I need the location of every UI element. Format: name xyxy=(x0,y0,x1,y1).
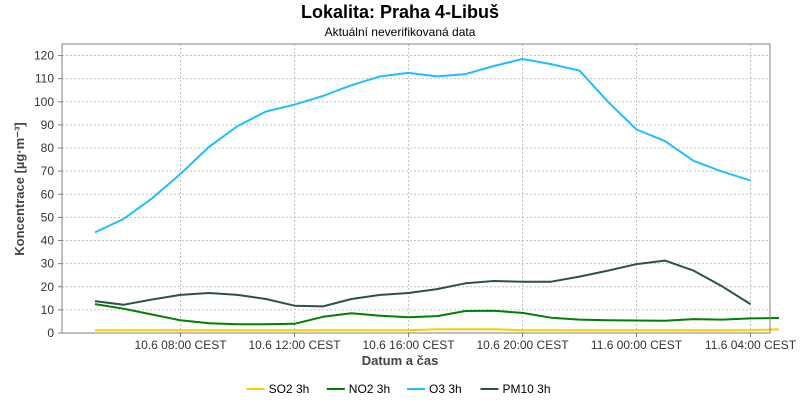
chart-subtitle: Aktuální neverifikovaná data xyxy=(325,25,476,39)
series-line-no2-3h xyxy=(94,303,780,326)
y-tick-label: 10 xyxy=(41,303,55,317)
y-tick-label: 100 xyxy=(34,95,54,109)
x-axis-ticks: 10.6 08:00 CEST 10.6 12:00 CEST 10.6 16:00… xyxy=(134,333,797,352)
legend-label-so2-3h: SO2 3h xyxy=(269,382,310,396)
series-line-so2-3h xyxy=(95,328,780,332)
y-tick-label: 0 xyxy=(47,326,54,340)
y-tick-label: 40 xyxy=(41,234,55,248)
y-tick-label: 30 xyxy=(41,257,55,271)
x-axis-label: Datum a čas xyxy=(362,353,439,368)
y-tick-label: 120 xyxy=(34,49,54,63)
legend-label-o3-3h: O3 3h xyxy=(429,382,462,396)
legend-label-no2-3h: NO2 3h xyxy=(349,382,390,396)
x-tick-label: 11.6 00:00 CEST xyxy=(591,338,683,352)
plot-area-border xyxy=(61,43,771,334)
x-tick-label: 10.6 16:00 CEST xyxy=(362,338,455,352)
grid xyxy=(62,44,770,333)
y-tick-label: 70 xyxy=(41,164,55,178)
y-tick-label: 50 xyxy=(41,210,55,224)
series-lines xyxy=(94,58,780,332)
x-tick-label: 11.6 04:00 CEST xyxy=(705,338,797,352)
x-tick-label: 10.6 20:00 CEST xyxy=(476,338,569,352)
legend: SO2 3h NO2 3h O3 3h PM10 3h xyxy=(246,382,551,396)
series-line-pm10-3h xyxy=(94,259,752,308)
y-tick-label: 90 xyxy=(41,118,55,132)
x-tick-label: 10.6 08:00 CEST xyxy=(134,338,227,352)
y-tick-label: 20 xyxy=(41,280,55,294)
series-line-o3-3h xyxy=(94,58,751,234)
y-axis-label: Koncentrace [µg·m⁻³] xyxy=(12,122,27,256)
x-tick-label: 10.6 12:00 CEST xyxy=(248,338,341,352)
y-tick-label: 110 xyxy=(35,72,54,86)
chart-title: Lokalita: Praha 4-Libuš xyxy=(301,2,499,22)
y-tick-label: 60 xyxy=(41,187,55,201)
legend-label-pm10-3h: PM10 3h xyxy=(503,382,551,396)
y-tick-label: 80 xyxy=(41,141,55,155)
y-axis-ticks: 0 10 20 30 40 50 60 70 80 90 100 110 120 xyxy=(34,49,62,340)
